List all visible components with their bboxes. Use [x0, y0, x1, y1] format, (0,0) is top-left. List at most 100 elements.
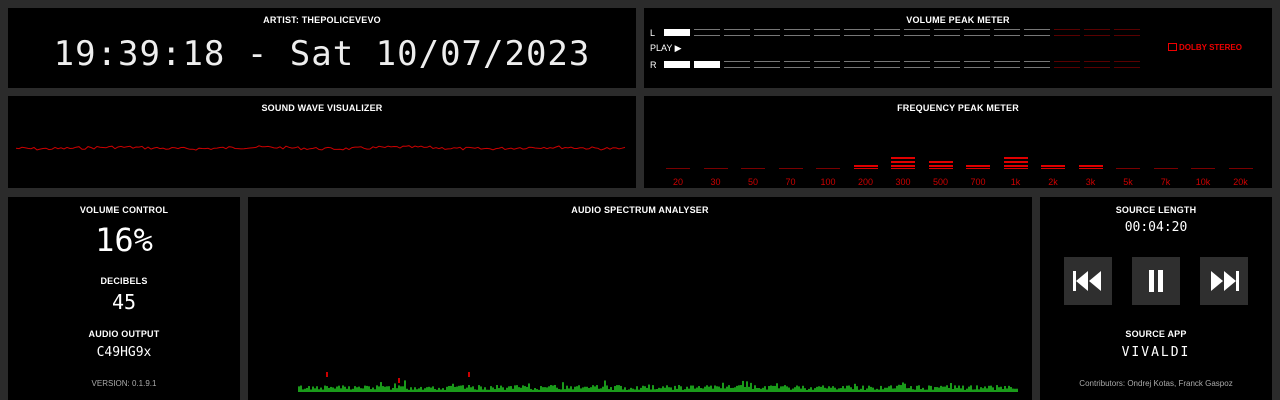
spectrum-bar [540, 386, 542, 392]
spectrum-bar [390, 389, 392, 392]
decibels-title: DECIBELS [100, 276, 148, 286]
spectrum-bar [926, 389, 928, 392]
spectrum-bar [304, 388, 306, 392]
sound-wave-panel: SOUND WAVE VISUALIZER [8, 96, 636, 188]
spectrum-bar [596, 385, 598, 392]
spectrum-bar [874, 389, 876, 392]
vu-segment [934, 29, 960, 36]
pause-button[interactable] [1132, 257, 1180, 305]
frequency-band-bar [966, 155, 990, 169]
spectrum-bar [1010, 387, 1012, 392]
spectrum-bar [914, 389, 916, 392]
spectrum-bar [554, 384, 556, 392]
spectrum-bar [796, 385, 798, 392]
spectrum-bar [548, 386, 550, 392]
spectrum-panel: AUDIO SPECTRUM ANALYSER [248, 197, 1032, 400]
spectrum-bar [794, 387, 796, 392]
spectrum-bar [694, 388, 696, 392]
vu-segment [1084, 61, 1110, 68]
spectrum-bar [970, 385, 972, 392]
source-app-value: VIVALDI [1121, 345, 1191, 360]
spectrum-title: AUDIO SPECTRUM ANALYSER [571, 205, 709, 215]
next-button[interactable] [1200, 257, 1248, 305]
spectrum-bar [836, 389, 838, 392]
spectrum-bar [420, 386, 422, 392]
frequency-peak-panel: FREQUENCY PEAK METER [644, 96, 1272, 188]
spectrum-bar [422, 389, 424, 392]
spectrum-bar [434, 388, 436, 392]
spectrum-bar [744, 387, 746, 392]
spectrum-bar [592, 385, 594, 392]
spectrum-bar [850, 387, 852, 392]
frequency-band-bar [816, 155, 840, 169]
spectrum-bar [808, 388, 810, 392]
frequency-band-label: 700 [970, 177, 986, 187]
spectrum-bar [430, 387, 432, 392]
spectrum-bar [986, 388, 988, 392]
spectrum-bar [610, 387, 612, 392]
frequency-band-label: 10k [1195, 177, 1211, 187]
source-app-title: SOURCE APP [1125, 329, 1187, 339]
spectrum-bar [400, 386, 402, 392]
spectrum-bar [486, 389, 488, 392]
spectrum-bar [386, 386, 388, 392]
spectrum-bar [684, 389, 686, 392]
vu-segment [934, 61, 960, 68]
right-channel-label: R [650, 60, 657, 70]
previous-button[interactable] [1064, 257, 1112, 305]
vu-segment [814, 29, 840, 36]
spectrum-bar [398, 385, 400, 392]
spectrum-bar [848, 385, 850, 392]
spectrum-bar [518, 387, 520, 392]
frequency-band-label: 20 [672, 177, 683, 187]
spectrum-bar [628, 389, 630, 392]
spectrum-bar [674, 385, 676, 392]
spectrum-bar [784, 385, 786, 392]
spectrum-bar [632, 388, 634, 392]
spectrum-bar [426, 387, 428, 392]
spectrum-bar [1014, 388, 1016, 392]
spectrum-bar [698, 386, 700, 392]
spectrum-bar [412, 389, 414, 392]
spectrum-bar [856, 386, 858, 392]
spectrum-bar [810, 387, 812, 392]
spectrum-bar [446, 386, 448, 392]
spectrum-bar [388, 386, 390, 392]
spectrum-peak [468, 372, 470, 377]
frequency-band-bar [1041, 155, 1065, 169]
sound-wave-title: SOUND WAVE VISUALIZER [261, 103, 383, 113]
spectrum-bar [752, 388, 754, 392]
spectrum-bar [818, 386, 820, 392]
spectrum-bar [934, 387, 936, 392]
spectrum-bar [704, 386, 706, 392]
frequency-band-bar [1228, 155, 1253, 169]
spectrum-bar [438, 387, 440, 392]
spectrum-bar [582, 387, 584, 392]
spectrum-bar [516, 385, 518, 392]
spectrum-bar [502, 387, 504, 392]
spectrum-bar [984, 386, 986, 392]
frequency-band-label: 20k [1233, 177, 1248, 187]
spectrum-bar [366, 385, 368, 392]
spectrum-bar [342, 385, 344, 392]
vu-segment [964, 29, 990, 36]
frequency-peak-title: FREQUENCY PEAK METER [897, 103, 1019, 113]
spectrum-bar [772, 385, 774, 392]
spectrum-bar [800, 388, 802, 392]
frequency-band-bar [1153, 155, 1178, 169]
spectrum-bar [300, 385, 302, 392]
spectrum-bar [560, 389, 562, 392]
spectrum-bar [736, 385, 738, 392]
spectrum-bar [660, 388, 662, 392]
spectrum-bar [936, 387, 938, 392]
spectrum-bar [932, 389, 934, 392]
spectrum-bar [544, 387, 546, 392]
spectrum-bar [792, 388, 794, 392]
spectrum-bar [748, 386, 750, 392]
spectrum-bar [558, 389, 560, 392]
spectrum-bar [998, 387, 1000, 392]
spectrum-bar [606, 385, 608, 392]
spectrum-bar [402, 386, 404, 392]
spectrum-bar [996, 385, 998, 392]
spectrum-bar [524, 386, 526, 392]
